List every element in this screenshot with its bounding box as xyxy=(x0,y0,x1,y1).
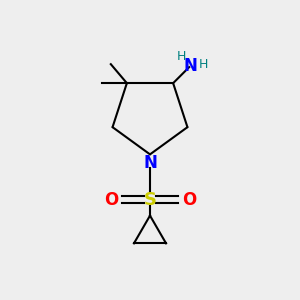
Text: S: S xyxy=(143,190,157,208)
Text: O: O xyxy=(182,190,196,208)
Text: H: H xyxy=(199,58,208,71)
Text: H: H xyxy=(177,50,186,62)
Text: N: N xyxy=(143,154,157,172)
Text: O: O xyxy=(104,190,118,208)
Text: N: N xyxy=(184,57,198,75)
